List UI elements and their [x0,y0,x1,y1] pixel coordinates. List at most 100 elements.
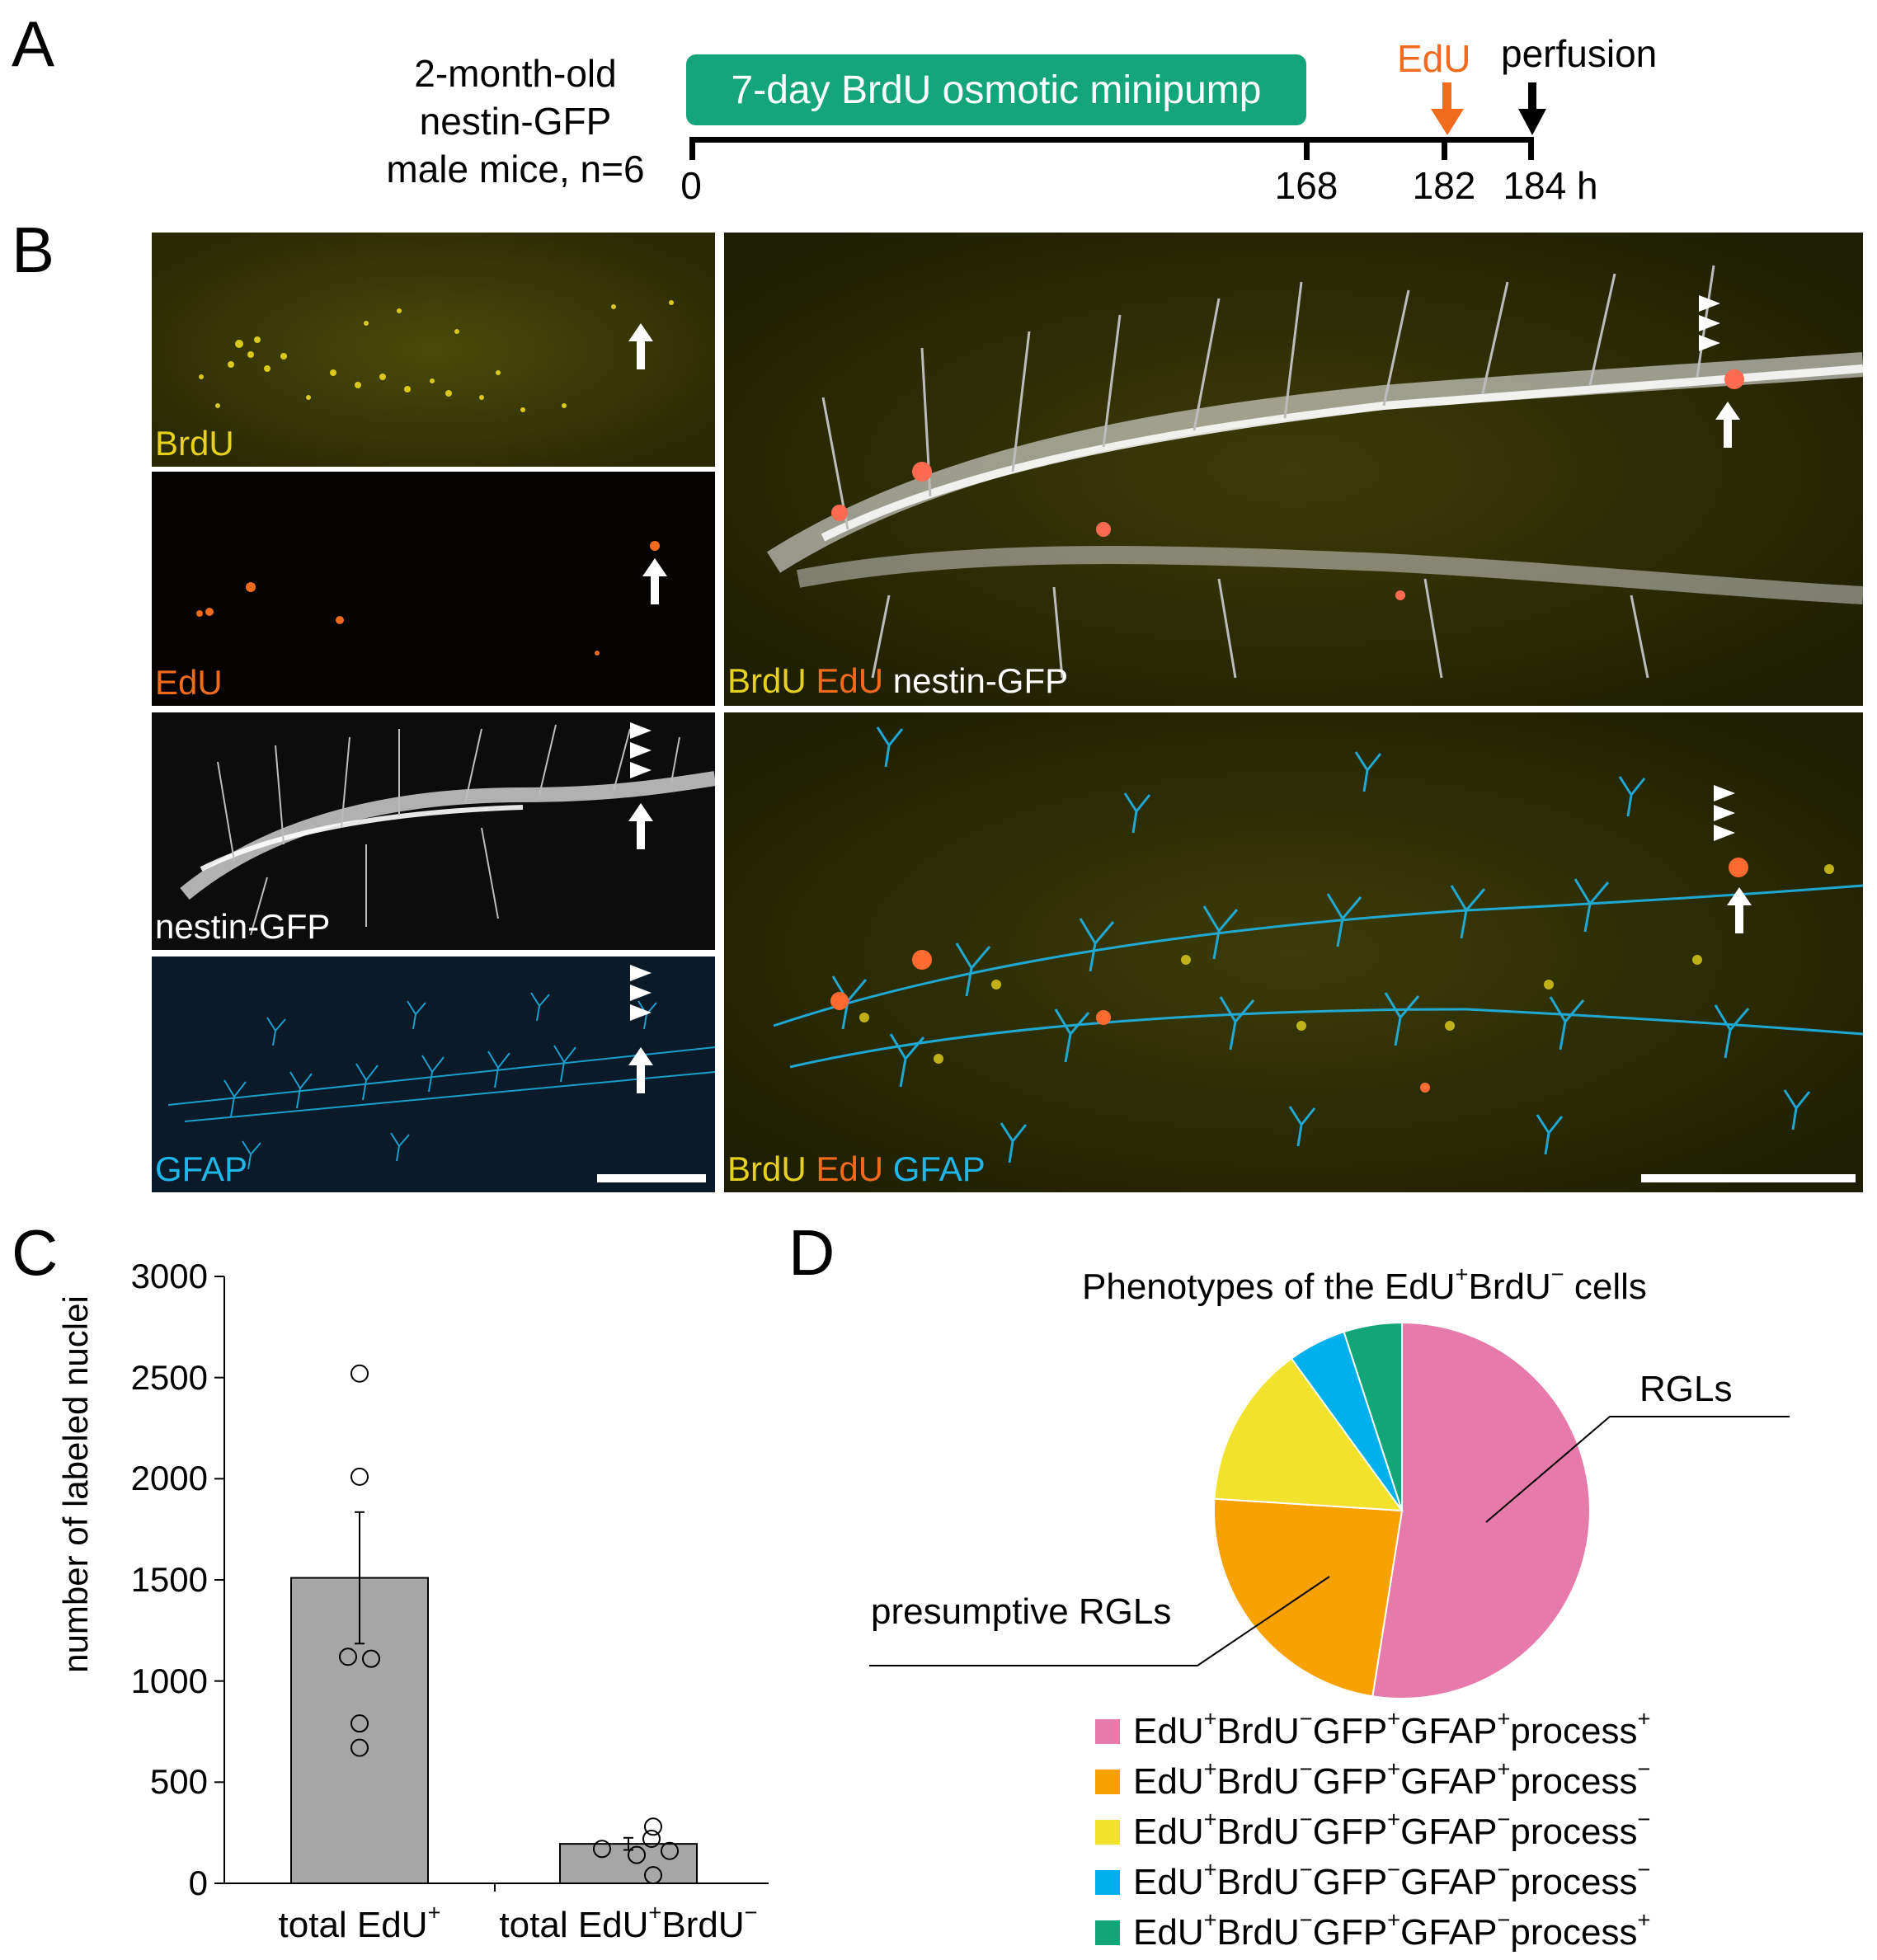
merge-nestin-image [724,233,1863,706]
merge2-edu: EdU [816,1149,884,1188]
tick-168 [1304,140,1310,160]
tick-182 [1442,140,1447,160]
data-point-1-3 [661,1841,679,1860]
xtick-total-edu: total EdU+ [278,1901,441,1946]
pie-title-mid: BrdU [1468,1267,1551,1307]
edu-cells-image [196,541,660,656]
legend-swatch-4 [1095,1920,1120,1945]
pie-title-post: cells [1564,1267,1647,1307]
caption-gfap: GFAP [155,1149,248,1188]
leader-line-presumptive [869,1576,1330,1666]
micrograph-merge-gfap: BrdU EdU GFAP [724,712,1863,1192]
bar-ytick-label-0: 0 [188,1864,208,1902]
micrograph-nestin-gfp: nestin-GFP [152,712,715,950]
caption-merge-gfap: BrdU EdU GFAP [727,1149,986,1189]
scale-bar-small [597,1174,706,1182]
bar-ytick-label-2: 1000 [130,1661,208,1700]
legend-item-1: EdU+BrdU−GFP+GFAP+process− [1095,1757,1650,1807]
nestin-arrow-icon [628,803,653,849]
merge2-brdu: BrdU [727,1149,807,1188]
tick-0 [689,140,695,160]
edu-cell-arrow-icon [642,558,667,604]
xtick-2-main2: BrdU [661,1905,745,1945]
pie-annotation-presumptive: presumptive RGLs [871,1591,1172,1632]
merge-gfap-image [724,712,1863,1192]
gfap-arrowheads-icon [630,965,652,1021]
nestin-arrowheads-icon [630,722,652,778]
data-point-0-0 [350,1364,369,1383]
pie-title-sup2: − [1550,1261,1564,1287]
bar-ytick-label-5: 2500 [130,1357,208,1397]
merge2-gfap: GFAP [892,1149,986,1188]
data-point-0-1 [350,1467,369,1486]
pie-title-pre: Phenotypes of the EdU [1082,1267,1456,1307]
brdu-cells-image [152,233,715,467]
merge-nestin-arrow-icon [1715,402,1740,448]
edu-arrow-icon [1431,82,1464,135]
panel-letter-c: C [12,1216,59,1289]
legend-label-0: EdU+BrdU−GFP+GFAP+process+ [1133,1705,1651,1751]
caption-brdu: BrdU [155,424,234,463]
data-point-0-3 [362,1649,380,1668]
legend-swatch-0 [1095,1719,1120,1744]
tick-label-0: 0 [680,164,702,207]
legend-swatch-2 [1095,1820,1120,1845]
panel-letter-b: B [12,214,55,286]
data-point-1-4 [628,1845,646,1864]
legend-item-3: EdU+BrdU−GFP−GFAP−process− [1095,1858,1650,1907]
xtick-2-sup: + [648,1899,662,1925]
nestin-gfp-cells-image [180,724,715,936]
brdu-minipump-box: 7-day BrdU osmotic minipump [686,54,1306,125]
legend-label-4: EdU+BrdU−GFP+GFAP−process+ [1133,1906,1651,1953]
subject-line-2: nestin-GFP [419,100,612,143]
scale-bar-large [1641,1174,1856,1182]
tick-label-182: 182 [1412,164,1476,207]
legend-item-4: EdU+BrdU−GFP+GFAP−process+ [1095,1908,1650,1958]
pie-slice-1 [1213,1497,1404,1698]
brdu-arrow-icon [628,323,653,369]
pie-title-sup1: + [1455,1261,1469,1287]
legend-label-1: EdU+BrdU−GFP+GFAP+process− [1133,1756,1651,1802]
perfusion-label: perfusion [1501,32,1658,75]
pie-chart-title: Phenotypes of the EdU+BrdU− cells [1082,1262,1647,1308]
bar-ytick-label-4: 2000 [130,1459,208,1498]
panel-letter-d: D [788,1216,835,1289]
panel-letter-a: A [12,7,55,80]
micrograph-edu: EdU [152,472,715,706]
pie-slice-4 [1343,1321,1403,1511]
pie-chart [869,1321,1790,1699]
legend-swatch-1 [1095,1770,1120,1794]
xtick-1-main: total EdU [278,1905,428,1945]
micrograph-merge-nestin: BrdU EdU nestin-GFP [724,233,1863,706]
legend-label-2: EdU+BrdU−GFP+GFAP−process− [1133,1806,1651,1852]
data-point-1-5 [644,1866,662,1885]
subject-line-3: male mice, n=6 [386,148,645,190]
data-point-0-2 [339,1647,357,1666]
merge1-edu: EdU [816,661,884,700]
micrograph-gfap: GFAP [152,956,715,1192]
bar-ytick-label-6: 3000 [130,1257,208,1295]
tick-184 [1528,140,1534,160]
merge1-gfp: nestin-GFP [892,661,1069,700]
data-point-1-2 [593,1840,611,1859]
merge-nestin-arrowheads-icon [1699,295,1720,351]
data-point-1-1 [642,1830,661,1849]
pump-label: 7-day BrdU osmotic minipump [731,68,1262,112]
pie-annotation-rgls: RGLs [1639,1369,1733,1409]
pie-slice-2 [1213,1357,1404,1512]
xtick-2-sup2: − [744,1899,758,1925]
perfusion-arrow-icon [1518,82,1546,135]
gfap-arrow-icon [628,1047,653,1093]
subject-line-1: 2-month-old [414,52,617,95]
bar-ytick-label-3: 1500 [130,1560,208,1599]
data-point-0-5 [350,1738,369,1757]
legend-item-2: EdU+BrdU−GFP+GFAP−process− [1095,1807,1650,1857]
merge1-brdu: BrdU [727,661,807,700]
data-point-0-4 [350,1714,369,1733]
tick-label-168: 168 [1274,164,1338,207]
caption-merge-nestin: BrdU EdU nestin-GFP [727,661,1068,701]
bar-chart [214,1276,769,1892]
subject-description: 2-month-old nestin-GFP male mice, n=6 [330,49,701,193]
legend-label-3: EdU+BrdU−GFP−GFAP−process− [1133,1856,1651,1902]
data-point-1-0 [644,1817,662,1836]
